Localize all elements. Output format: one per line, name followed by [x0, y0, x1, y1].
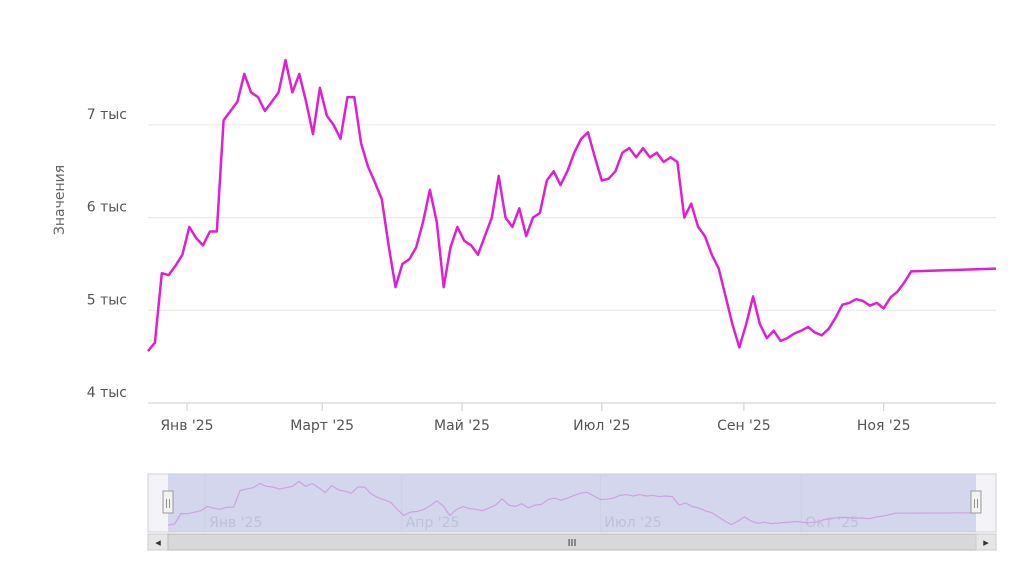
navigator-selection[interactable] — [168, 474, 976, 532]
scrollbar-right-button[interactable] — [975, 533, 997, 551]
series-line — [147, 58, 997, 352]
navigator-handle-left[interactable]: || — [162, 490, 174, 514]
handle-left-grip: || — [165, 499, 171, 509]
scroll-right-arrow-icon: ▸ — [983, 536, 989, 549]
x-tick-label: Янв '25 — [160, 418, 213, 434]
grid-lines — [148, 124, 996, 404]
x-axis-ticks: Янв '25 Март '25 Май '25 Июл '25 Сен '25 Ноя … — [160, 403, 911, 434]
x-tick-label: Март '25 — [290, 418, 354, 434]
y-tick-label: 7 тыс — [87, 107, 127, 123]
navigator-handle-right[interactable]: || — [970, 490, 982, 514]
x-tick-label: Июл '25 — [573, 418, 630, 434]
series-layer — [147, 58, 997, 352]
y-tick-label: 5 тыс — [87, 292, 127, 308]
y-tick-label: 6 тыс — [87, 200, 127, 216]
x-tick-label: Май '25 — [434, 418, 490, 434]
scroll-left-arrow-icon: ◂ — [155, 536, 161, 549]
y-axis-ticks: 4 тыс 5 тыс 6 тыс 7 тыс — [87, 107, 127, 401]
y-axis-title: Значения — [52, 165, 68, 235]
x-tick-label: Ноя '25 — [857, 418, 911, 434]
scrollbar-grip: III — [568, 538, 577, 549]
x-tick-label: Сен '25 — [717, 418, 771, 434]
handle-right-grip: || — [973, 499, 979, 509]
y-tick-label: 4 тыс — [87, 385, 127, 401]
scrollbar[interactable]: ◂ III ▸ — [147, 533, 997, 551]
